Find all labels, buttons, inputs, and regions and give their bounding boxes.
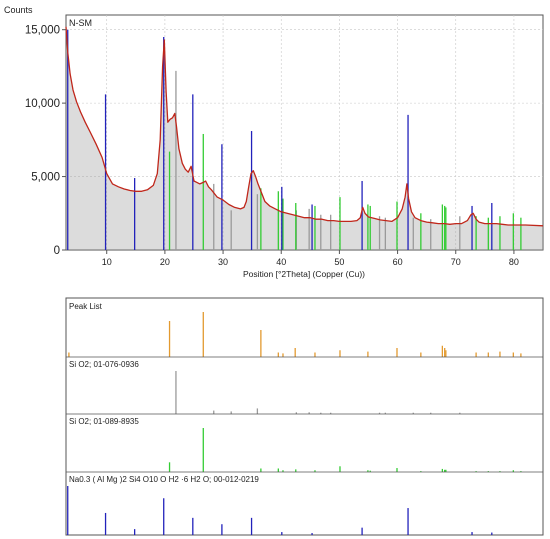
bottom-panels: Peak List Si O2; 01-076-0936 Si O2; 01-0… (65, 297, 544, 536)
panel-label-sio2-8935: Si O2; 01-089-8935 (69, 417, 139, 426)
x-tick-label: 70 (451, 257, 461, 267)
x-tick-label: 60 (393, 257, 403, 267)
x-tick-label: 30 (218, 257, 228, 267)
x-tick-label: 80 (509, 257, 519, 267)
panel-label-sio2-0936: Si O2; 01-076-0936 (69, 360, 139, 369)
top-chart: Counts 0 5,000 10,000 15,000 10 20 30 40 50 60 70… (4, 5, 544, 279)
y-tick-label: 15,000 (25, 25, 60, 37)
panel-label-smectite: Na0.3 ( Al Mg )2 Si4 O10 O H2 ·6 H2 O; 0… (69, 475, 259, 484)
y-tick-label: 5,000 (31, 172, 60, 184)
top-plot-frame (65, 14, 544, 251)
observed-profile (65, 26, 544, 227)
reference-sticks (67, 29, 522, 250)
panel-dividers (66, 356, 543, 473)
x-ticks: 10 20 30 40 50 60 70 80 (102, 250, 519, 267)
y-tick-label: 10,000 (25, 98, 60, 110)
y-tick-label: 0 (54, 245, 60, 257)
profile-area (66, 26, 543, 250)
bottom-frame (65, 297, 544, 536)
stick-patterns (67, 312, 522, 535)
x-tick-label: 40 (276, 257, 286, 267)
profile-line (65, 26, 544, 227)
y-axis-label: Counts (4, 5, 33, 15)
x-tick-label: 50 (334, 257, 344, 267)
y-ticks: 0 5,000 10,000 15,000 (25, 25, 66, 257)
sample-label: N-SM (69, 18, 92, 28)
x-tick-label: 20 (160, 257, 170, 267)
top-gridlines (66, 15, 543, 250)
profile-fill (66, 26, 543, 250)
panel-label-peak-list: Peak List (69, 302, 103, 311)
x-axis-label: Position [°2Theta] (Copper (Cu)) (243, 269, 365, 279)
x-tick-label: 10 (102, 257, 112, 267)
